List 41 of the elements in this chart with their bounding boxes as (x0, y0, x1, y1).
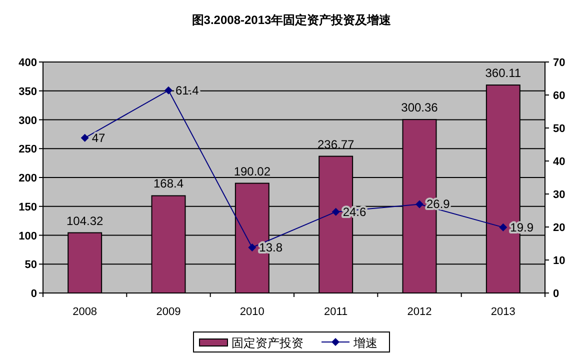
data-label: 47 (92, 130, 106, 145)
y2-tick-label: 70 (553, 57, 566, 69)
y2-tick-label: 10 (553, 255, 566, 267)
y2-tick-label: 20 (553, 222, 566, 234)
data-label: 24.6 (342, 204, 367, 219)
x-tick-label: 2013 (490, 306, 516, 318)
y-tick-label: 100 (18, 230, 37, 242)
data-label: 300.36 (401, 100, 438, 115)
y-tick-label: 150 (18, 201, 37, 214)
legend-label: 固定资产投资 (232, 336, 304, 350)
data-label: 236.77 (317, 137, 355, 152)
y2-tick-label: 30 (553, 189, 566, 201)
data-label: 26.9 (426, 197, 450, 212)
point (332, 208, 340, 216)
y-tick-label: 200 (18, 172, 37, 184)
data-label: 190.02 (234, 164, 271, 178)
x-tick-label: 2012 (407, 306, 432, 318)
point (248, 243, 256, 252)
point (164, 86, 172, 94)
y-tick-label: 400 (18, 57, 37, 69)
x-tick-label: 2011 (324, 306, 348, 318)
point (80, 134, 89, 142)
legend-label: 增速 (352, 336, 378, 350)
y-tick-label: 0 (30, 288, 37, 300)
y2-tick-label: 50 (553, 123, 566, 135)
point (416, 200, 424, 208)
y2-tick-label: 60 (553, 90, 566, 102)
data-label: 360.11 (485, 66, 522, 80)
chart-title: 图3.2008-2013年固定资产投资及增速 (192, 13, 392, 27)
y-tick-label: 300 (18, 114, 37, 127)
y-tick-label: 350 (18, 86, 37, 98)
x-tick-label: 2009 (156, 306, 181, 318)
y-tick-label: 250 (18, 144, 37, 156)
point (499, 223, 508, 232)
x-tick-label: 2010 (240, 306, 264, 318)
data-label: 104.32 (66, 214, 104, 228)
data-label: 168.4 (153, 176, 184, 191)
y2-tick-label: 40 (553, 156, 566, 168)
y-tick-label: 50 (24, 259, 37, 272)
x-tick-label: 2008 (72, 306, 98, 318)
y2-tick-label: 0 (553, 288, 560, 300)
